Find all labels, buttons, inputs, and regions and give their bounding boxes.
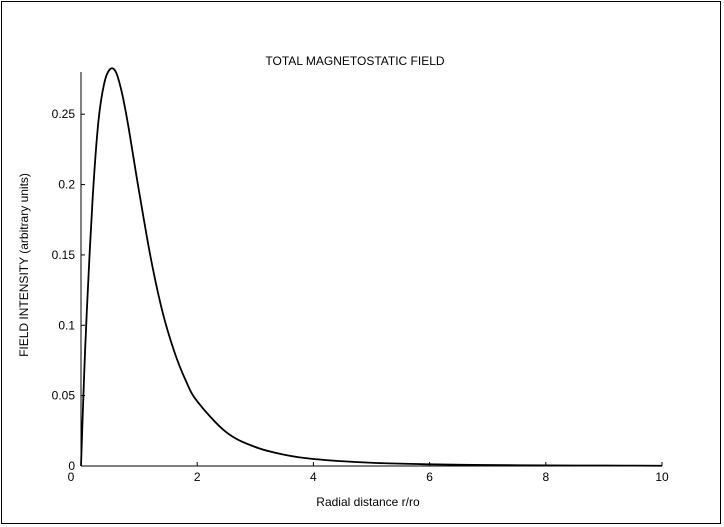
x-tick-label: 8 [542, 470, 549, 484]
x-tick-label: 2 [194, 470, 201, 484]
series-line [80, 67, 663, 467]
x-tick-label: 0 [68, 470, 75, 484]
y-tick-label: 0 [68, 459, 75, 473]
x-tick-label: 6 [426, 470, 433, 484]
ticks: 0 2 4 6 8 10 0 0.05 0.1 0.15 0.2 0.25 [52, 107, 669, 484]
chart-title: TOTAL MAGNETOSTATIC FIELD [265, 54, 444, 68]
x-tick-label: 4 [310, 470, 317, 484]
axes [80, 72, 662, 467]
y-tick-label: 0.15 [52, 248, 76, 262]
series-group [80, 67, 663, 467]
x-axis-label: Radial distance r/ro [316, 495, 420, 509]
y-tick-label: 0.25 [52, 107, 76, 121]
y-tick-label: 0.1 [58, 318, 75, 332]
x-tick-label: 10 [655, 470, 669, 484]
y-tick-label: 0.05 [52, 389, 76, 403]
y-axis-label: FIELD INTENSITY (arbitrary units) [17, 173, 31, 357]
y-tick-label: 0.2 [58, 178, 75, 192]
